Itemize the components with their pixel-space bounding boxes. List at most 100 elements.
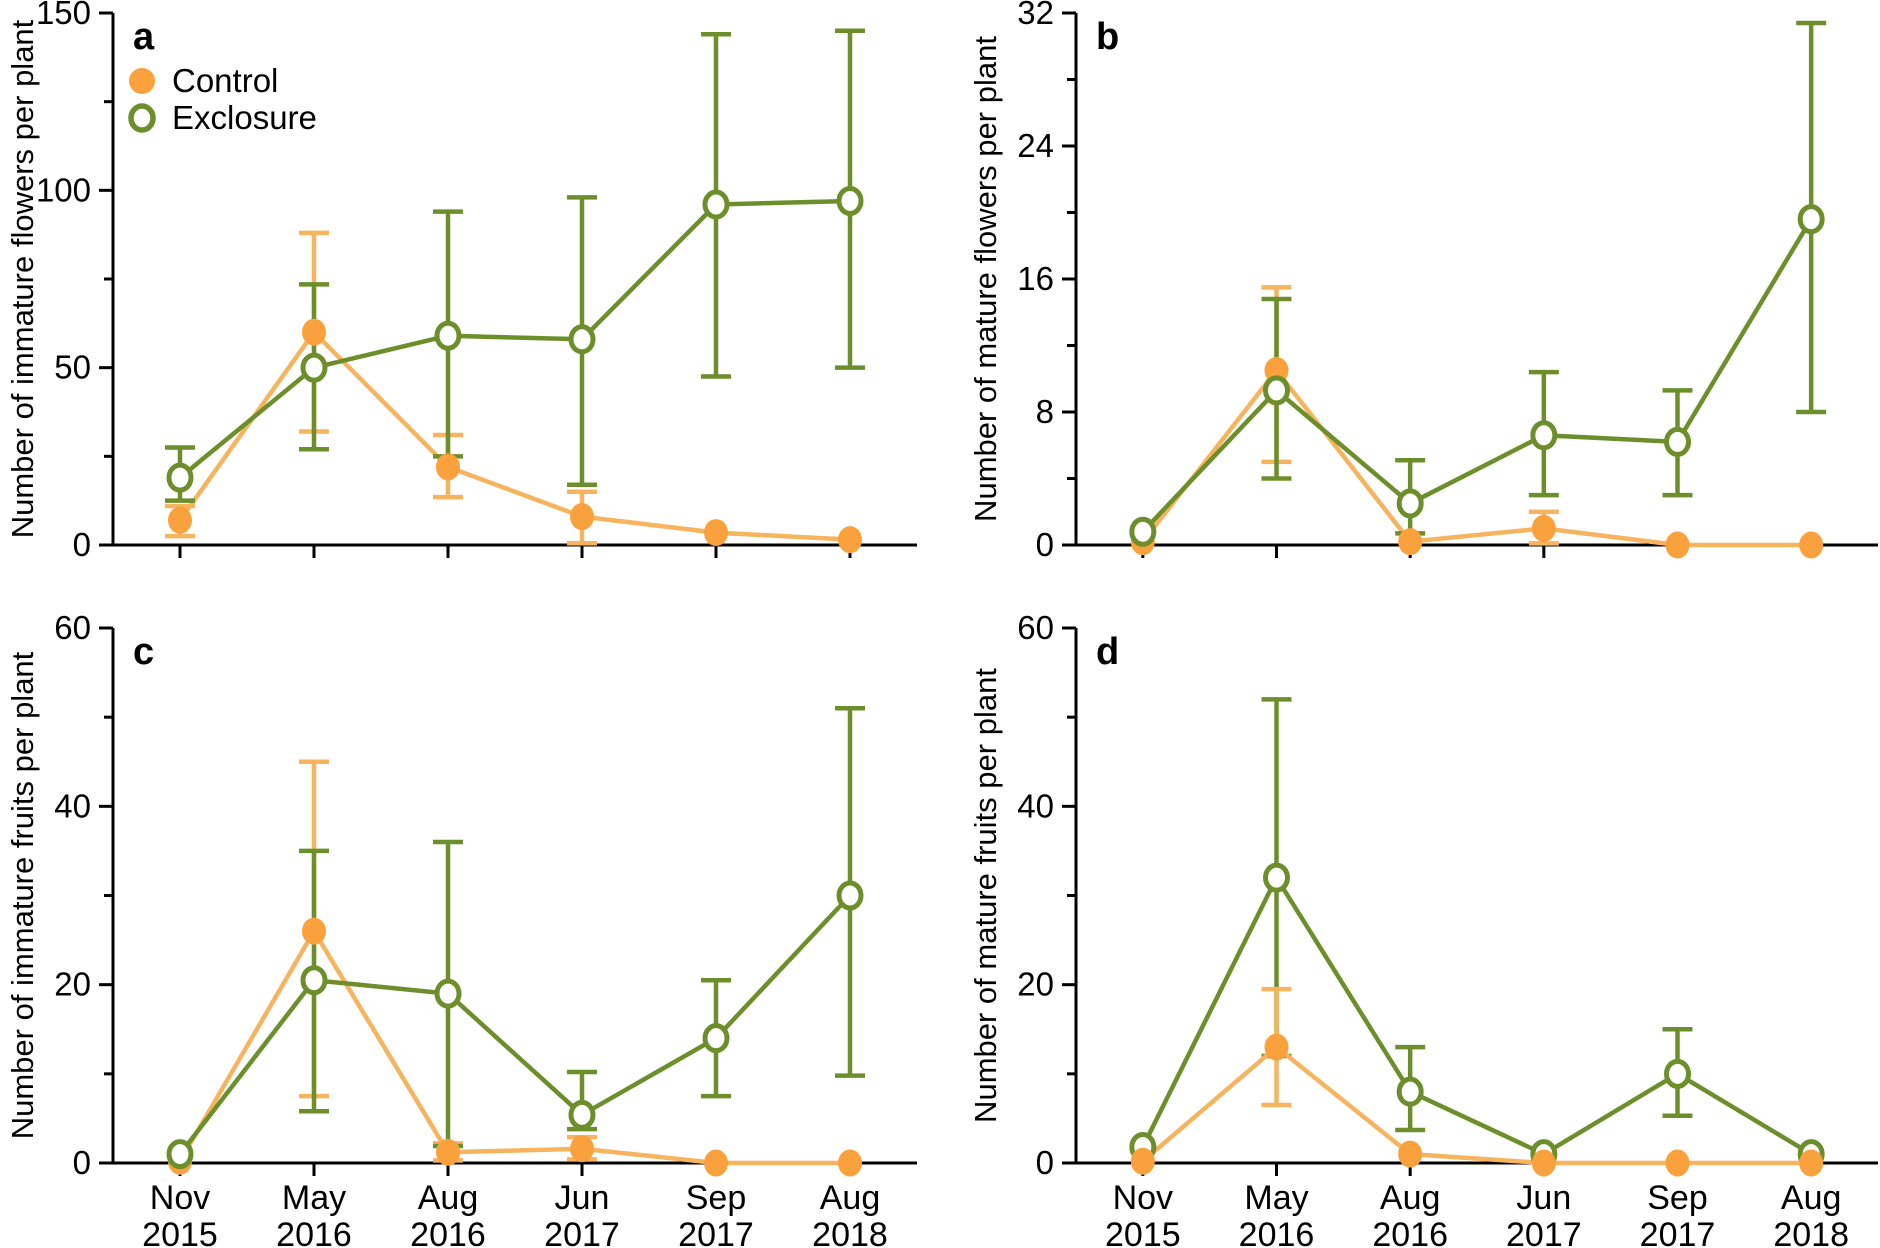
data-point-exclosure [166,1139,194,1170]
y-tick-label: 60 [1017,609,1054,646]
data-point-exclosure [1797,204,1825,235]
data-point-control [1665,531,1690,559]
x-tick-label-month: Nov [1113,1179,1173,1217]
x-tick-label-year: 2015 [142,1216,218,1248]
data-point-control [436,453,460,481]
y-tick-label: 20 [54,966,91,1003]
x-tick-label-month: May [1244,1179,1308,1217]
data-point-exclosure [1530,420,1558,451]
y-tick-label: 40 [1017,787,1054,824]
y-tick-label: 150 [36,0,91,31]
y-tick-label: 24 [1017,127,1054,164]
data-point-control [1665,1149,1690,1177]
data-point-exclosure [1664,1058,1691,1089]
series-line-control [1141,1044,1812,1166]
x-tick-label-month: Aug [1380,1179,1441,1217]
panel-d-mature-fruits: 0204060Nov2015May2016Aug2016Jun2017Sep20… [968,609,1878,1248]
x-tick-label-month: May [282,1179,346,1217]
x-tick-label-year: 2016 [276,1216,352,1248]
y-tick-label: 50 [54,349,91,386]
series-line-exclosure [1140,875,1813,1157]
data-point-control [436,1138,460,1166]
data-point-exclosure [300,352,328,383]
panel-b-mature-flowers: 0 8 16 24 32 Number of mature flowers per pla… [968,0,1878,563]
y-tick-label: 0 [1036,526,1054,563]
data-point-control [838,1149,862,1177]
x-tick-label-year: 2017 [678,1216,754,1248]
data-point-control [1398,528,1423,556]
y-tick-label: 40 [54,787,91,824]
x-tick-label-year: 2016 [1372,1216,1448,1248]
x-tick-label-year: 2015 [1105,1216,1181,1248]
data-point-control [570,503,594,531]
data-point-control [704,519,728,547]
y-axis-title: Number of mature fruits per plant [968,668,1003,1123]
data-point-exclosure [434,978,462,1009]
x-tick-label-year: 2017 [1506,1216,1582,1248]
x-tick-label-month: Jun [555,1179,610,1217]
legend-label-exclosure: Exclosure [172,99,317,136]
series-line-exclosure [178,893,852,1156]
data-point-control [1799,531,1824,559]
panel-label: c [133,631,154,673]
y-tick-label: 16 [1017,260,1054,297]
x-tick-label-year: 2018 [812,1216,888,1248]
series-line-control [178,329,851,542]
x-tick-label-year: 2016 [1239,1216,1315,1248]
data-point-exclosure [836,185,864,216]
series-line-exclosure [178,198,851,480]
data-point-control [1531,1149,1556,1177]
x-tick-label-month: Sep [1647,1179,1708,1217]
panel-label: d [1096,631,1119,673]
data-point-control [1264,1033,1289,1061]
legend-label-control: Control [172,62,278,99]
y-tick-label: 20 [1017,966,1054,1003]
data-point-exclosure [1396,1076,1424,1107]
y-tick-label: 60 [54,609,91,646]
x-tick-label-month: Aug [418,1179,479,1217]
data-point-exclosure [1263,862,1290,893]
data-point-exclosure [1129,516,1157,547]
series-line-control [178,928,850,1166]
data-point-exclosure [300,965,328,996]
panel-label: b [1096,16,1119,58]
data-point-exclosure [702,189,730,220]
x-tick-label-month: Nov [150,1179,210,1217]
data-point-control [570,1135,594,1163]
x-tick-label-month: Sep [686,1179,747,1217]
data-point-control [1130,1147,1155,1175]
panel-label: a [133,16,155,58]
x-tick-label-month: Jun [1516,1179,1571,1217]
x-tick-label-year: 2018 [1773,1216,1849,1248]
data-point-control [1799,1149,1824,1177]
y-axis-title: Number of mature flowers per plant [968,36,1003,522]
series-line-control [1141,368,1812,548]
data-point-exclosure [702,1023,730,1054]
y-axis-title: Number of immature fruits per plant [5,651,40,1139]
y-tick-label: 8 [1036,393,1054,430]
legend-marker-control-icon [129,68,155,94]
x-tick-label-month: Aug [1781,1179,1842,1217]
panel-c-immature-fruits: 0204060Nov2015May2016Aug2016Jun2017Sep20… [5,609,917,1248]
y-tick-label: 0 [73,1144,91,1181]
y-tick-label: 0 [1036,1144,1054,1181]
data-point-control [302,917,326,945]
data-point-control [1398,1140,1423,1168]
series-line-exclosure [1141,217,1814,534]
y-tick-label: 32 [1017,0,1054,31]
data-point-exclosure [434,320,462,351]
data-point-control [1531,514,1556,542]
y-tick-label: 100 [36,171,91,208]
data-point-exclosure [836,880,864,911]
data-point-exclosure [568,1099,596,1130]
x-tick-label-year: 2016 [410,1216,486,1248]
data-point-exclosure [166,462,194,493]
y-axis-title: Number of immature flowers per plant [5,19,40,538]
data-point-exclosure [1396,488,1424,519]
x-tick-label-year: 2017 [544,1216,620,1248]
x-tick-label-month: Aug [820,1179,881,1217]
y-tick-label: 0 [73,526,91,563]
